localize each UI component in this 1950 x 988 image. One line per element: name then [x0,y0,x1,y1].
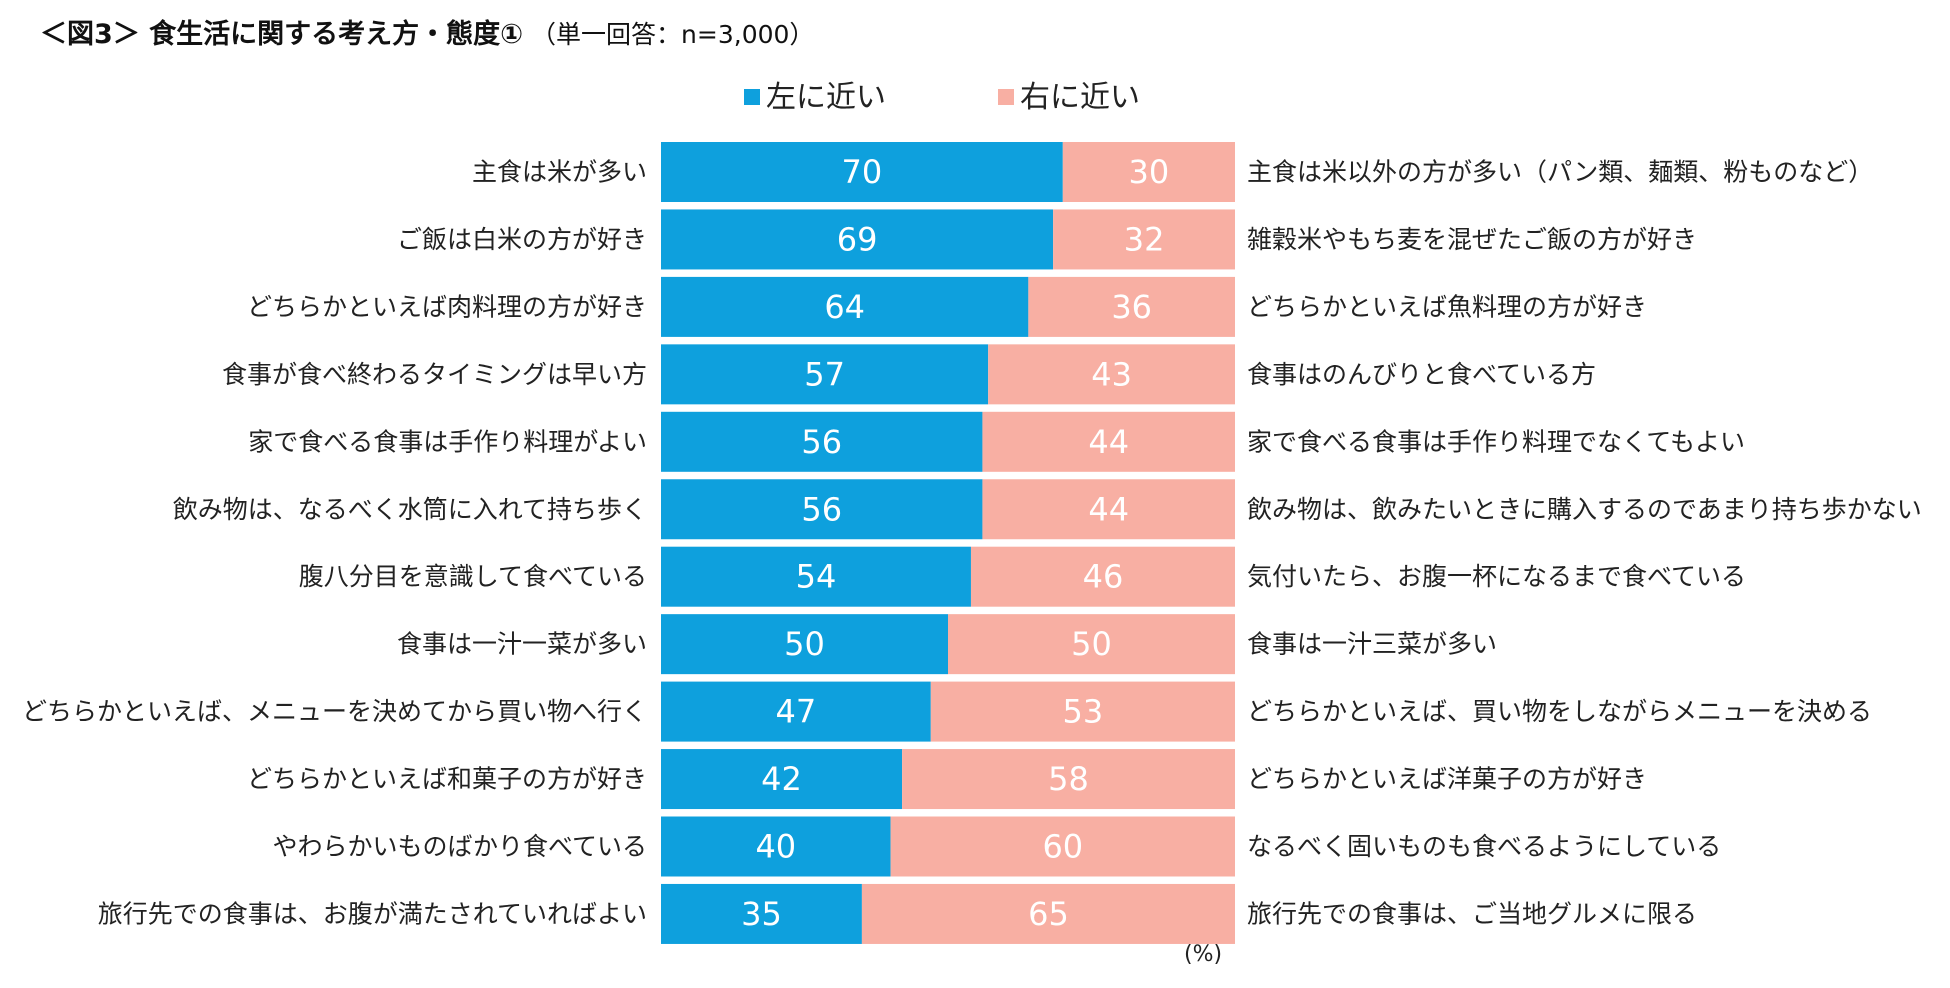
category-label-right: 旅行先での食事は、ご当地グルメに限る [1247,899,1697,928]
bar-right [1062,142,1235,202]
bar-right [1028,276,1235,337]
category-label-left: 主食は米が多い [472,158,647,187]
unit-label: (%) [1184,942,1223,967]
category-label-left: どちらかといえば和菓子の方が好き [247,765,647,794]
legend-swatch-right [998,89,1014,105]
data-label-left: 70 [842,153,883,191]
bar-right [890,816,1235,877]
bar-right [988,344,1235,405]
data-label-left: 57 [804,355,845,393]
category-label-right: 飲み物は、飲みたいときに購入するのであまり持ち歩かない [1247,495,1922,524]
data-label-left: 42 [761,760,802,798]
category-label-right: 雑穀米やもち麦を混ぜたご飯の方が好き [1247,225,1697,254]
bar-right [970,546,1235,607]
category-label-right: 家で食べる食事は手作り料理でなくてもよい [1247,427,1745,456]
category-label-right: どちらかといえば、買い物をしながらメニューを決める [1247,697,1872,726]
bar-left [661,209,1054,270]
category-label-left: やわらかいものばかり食べている [272,832,647,861]
bar-right [982,411,1235,472]
data-label-right: 65 [1028,895,1069,933]
category-label-left: どちらかといえば、メニューを決めてから買い物へ行く [22,697,647,726]
legend-item-left: 左に近い [744,78,886,118]
bar-right [930,681,1235,742]
data-label-right: 58 [1048,760,1089,798]
category-label-left: 旅行先での食事は、お腹が満たされていればよい [98,899,647,928]
bar-left [661,816,891,877]
category-label-left: どちらかといえば肉料理の方が好き [247,292,647,321]
legend: 左に近い 右に近い [0,78,1950,118]
category-label-left: 家で食べる食事は手作り料理がよい [248,427,647,456]
data-label-right: 60 [1042,828,1083,866]
bar-left [661,883,862,944]
bar-left [661,546,971,607]
category-label-left: 食事は一汁一菜が多い [397,630,647,659]
bar-right [982,479,1235,540]
title-subtitle: （単一回答：n=3,000） [531,20,815,49]
data-label-right: 46 [1083,558,1124,596]
data-label-right: 43 [1091,355,1132,393]
data-label-left: 56 [801,423,842,461]
data-label-left: 50 [784,625,825,663]
bar-left [661,614,948,675]
legend-label-right: 右に近い [1020,80,1140,115]
data-label-left: 47 [776,693,817,731]
bar-right [902,749,1235,810]
data-label-left: 56 [801,490,842,528]
title-main: ＜図3＞ 食生活に関する考え方・態度① [40,19,524,50]
data-label-right: 53 [1063,693,1104,731]
bar-left [661,344,989,405]
bar-left [661,411,983,472]
category-label-right: 食事はのんびりと食べている方 [1247,360,1596,389]
data-label-left: 64 [824,288,865,326]
category-label-right: 気付いたら、お腹一杯になるまで食べている [1247,562,1746,591]
data-label-right: 44 [1088,423,1129,461]
category-label-right: なるべく固いものも食べるようにしている [1247,832,1721,861]
legend-swatch-left [744,89,760,105]
category-label-left: 腹八分目を意識して食べている [299,562,647,591]
chart-title: ＜図3＞ 食生活に関する考え方・態度① （単一回答：n=3,000） [40,12,814,51]
data-label-right: 44 [1088,490,1129,528]
category-label-left: ご飯は白米の方が好き [397,225,647,254]
data-label-right: 32 [1124,220,1165,258]
category-label-right: 主食は米以外の方が多い（パン類、麺類、粉ものなど） [1247,158,1873,187]
data-label-left: 54 [796,558,837,596]
category-label-right: 食事は一汁三菜が多い [1247,630,1497,659]
category-label-right: どちらかといえば洋菓子の方が好き [1247,765,1647,794]
category-label-left: 飲み物は、なるべく水筒に入れて持ち歩く [173,495,647,524]
data-label-right: 30 [1129,153,1170,191]
bar-right [948,614,1235,675]
bar-left [661,142,1063,202]
legend-item-right: 右に近い [998,78,1140,118]
category-label-left: 食事が食べ終わるタイミングは早い方 [222,360,647,389]
bar-left [661,276,1029,337]
bar-left [661,749,903,810]
data-label-right: 50 [1071,625,1112,663]
data-label-right: 36 [1111,288,1152,326]
bar-right [1053,209,1235,270]
bar-right [861,883,1235,944]
legend-label-left: 左に近い [766,80,886,115]
data-label-left: 40 [755,828,796,866]
bar-left [661,681,931,742]
category-label-right: どちらかといえば魚料理の方が好き [1247,292,1647,321]
bar-left [661,479,983,540]
data-label-left: 35 [741,895,782,933]
data-label-left: 69 [837,220,878,258]
